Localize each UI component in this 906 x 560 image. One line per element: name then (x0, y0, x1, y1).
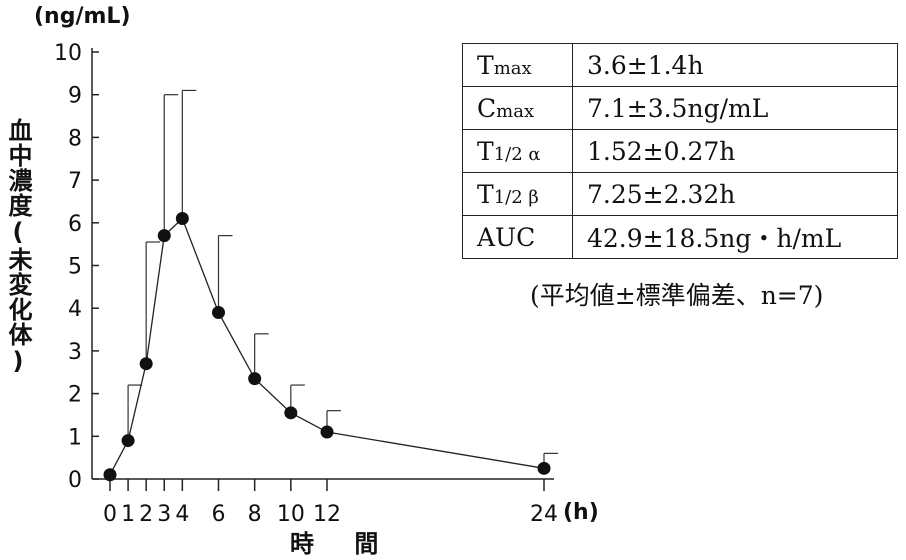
value-cell: 7.25±2.32h (572, 172, 898, 216)
y-axis-unit: (ng/mL) (34, 4, 131, 29)
param-cell: T1/2 β (462, 172, 573, 216)
y-tick-label: 4 (68, 297, 82, 322)
data-point (139, 357, 153, 371)
x-tick-label: 4 (175, 502, 189, 527)
param-cell: Tmax (462, 43, 573, 87)
y-tick-label: 7 (68, 169, 82, 194)
value-cell: 42.9±18.5ng・h/mL (572, 215, 898, 259)
y-tick-label: 6 (68, 212, 82, 237)
pk-parameter-table: Tmax 3.6±1.4h Cmax 7.1±3.5ng/mL T1/2 α 1… (462, 43, 898, 259)
x-tick-label: 6 (212, 502, 226, 527)
y-tick-label: 0 (68, 468, 82, 493)
value-cell: 3.6±1.4h (572, 43, 898, 87)
data-point (121, 434, 135, 448)
table-row: T1/2 β 7.25±2.32h (462, 172, 898, 216)
y-tick-label: 8 (68, 126, 82, 151)
y-tick-label: 10 (54, 41, 82, 66)
table-row: Tmax 3.6±1.4h (462, 43, 898, 87)
x-tick-label: 2 (139, 502, 153, 527)
data-point (157, 229, 171, 243)
x-tick-label: 12 (313, 502, 341, 527)
y-axis-label: 血中濃度(未変化体) (4, 118, 32, 376)
x-tick-label: 24 (530, 502, 558, 527)
series-line (109, 217, 545, 476)
y-tick-label: 5 (68, 255, 82, 280)
x-tick-label: 3 (157, 502, 171, 527)
data-point (537, 461, 551, 475)
data-point (320, 425, 334, 439)
param-cell: Cmax (462, 86, 573, 130)
x-tick-label: 0 (103, 502, 117, 527)
data-point (248, 372, 262, 386)
x-tick-label: 8 (248, 502, 262, 527)
y-tick-label: 1 (68, 425, 82, 450)
data-point (103, 468, 117, 482)
table-row: Cmax 7.1±3.5ng/mL (462, 86, 898, 130)
value-cell: 1.52±0.27h (572, 129, 898, 173)
param-cell: AUC (462, 215, 573, 259)
data-point (212, 305, 225, 319)
x-tick-label: 1 (121, 502, 135, 527)
x-axis-unit: (h) (563, 500, 599, 525)
table-row: AUC 42.9±18.5ng・h/mL (462, 215, 898, 259)
y-tick-label: 9 (68, 84, 82, 109)
x-tick-label: 10 (277, 502, 305, 527)
data-point (284, 406, 298, 420)
y-tick-label: 3 (68, 340, 82, 365)
param-cell: T1/2 α (462, 129, 573, 173)
value-cell: 7.1±3.5ng/mL (572, 86, 898, 130)
table-footnote: (平均値±標準偏差、n=7) (530, 281, 824, 310)
x-axis-label: 時 間 (290, 530, 395, 558)
y-tick-label: 2 (68, 383, 82, 408)
data-point (175, 212, 189, 226)
table-row: T1/2 α 1.52±0.27h (462, 129, 898, 173)
